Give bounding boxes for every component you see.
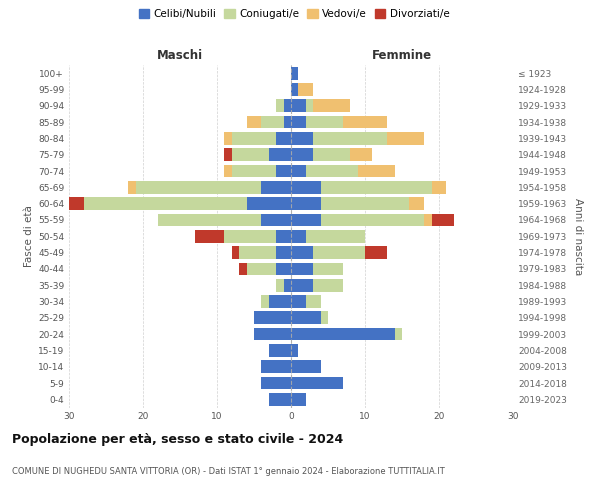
Bar: [291, 83, 298, 96]
Text: Femmine: Femmine: [372, 48, 432, 62]
Bar: [306, 230, 365, 242]
Bar: [262, 295, 269, 308]
Bar: [291, 393, 306, 406]
Bar: [247, 198, 291, 210]
Bar: [313, 279, 343, 291]
Bar: [320, 312, 328, 324]
Bar: [320, 181, 431, 194]
Bar: [358, 164, 395, 177]
Bar: [395, 328, 402, 340]
Bar: [291, 312, 320, 324]
Bar: [269, 344, 291, 357]
Bar: [431, 214, 454, 226]
Bar: [195, 230, 224, 242]
Bar: [313, 148, 350, 161]
Bar: [387, 132, 424, 145]
Bar: [224, 132, 232, 145]
Bar: [291, 279, 313, 291]
Bar: [291, 116, 306, 128]
Bar: [291, 148, 313, 161]
Bar: [239, 246, 276, 259]
Bar: [276, 246, 291, 259]
Bar: [431, 181, 446, 194]
Bar: [306, 100, 313, 112]
Bar: [276, 132, 291, 145]
Bar: [313, 100, 350, 112]
Bar: [224, 164, 232, 177]
Text: Maschi: Maschi: [157, 48, 203, 62]
Bar: [291, 164, 306, 177]
Bar: [262, 360, 291, 373]
Bar: [262, 181, 291, 194]
Bar: [247, 116, 262, 128]
Bar: [424, 214, 431, 226]
Bar: [232, 148, 269, 161]
Bar: [350, 148, 373, 161]
Bar: [232, 132, 276, 145]
Bar: [320, 214, 424, 226]
Bar: [291, 230, 306, 242]
Bar: [232, 246, 239, 259]
Bar: [320, 198, 409, 210]
Bar: [291, 246, 313, 259]
Bar: [239, 262, 247, 275]
Bar: [276, 100, 284, 112]
Bar: [313, 262, 343, 275]
Bar: [69, 198, 84, 210]
Bar: [284, 116, 291, 128]
Bar: [247, 262, 276, 275]
Bar: [291, 262, 313, 275]
Bar: [291, 100, 306, 112]
Bar: [269, 295, 291, 308]
Bar: [298, 83, 313, 96]
Bar: [284, 279, 291, 291]
Bar: [343, 116, 387, 128]
Bar: [291, 328, 395, 340]
Text: Popolazione per età, sesso e stato civile - 2024: Popolazione per età, sesso e stato civil…: [12, 432, 343, 446]
Bar: [365, 246, 387, 259]
Bar: [291, 295, 306, 308]
Bar: [291, 181, 320, 194]
Bar: [262, 376, 291, 390]
Bar: [254, 328, 291, 340]
Bar: [306, 295, 320, 308]
Bar: [291, 214, 320, 226]
Bar: [313, 246, 365, 259]
Bar: [284, 100, 291, 112]
Bar: [276, 262, 291, 275]
Bar: [291, 344, 298, 357]
Y-axis label: Fasce di età: Fasce di età: [24, 206, 34, 267]
Bar: [291, 132, 313, 145]
Bar: [291, 67, 298, 80]
Bar: [224, 230, 276, 242]
Bar: [313, 132, 387, 145]
Y-axis label: Anni di nascita: Anni di nascita: [572, 198, 583, 275]
Bar: [306, 116, 343, 128]
Bar: [158, 214, 262, 226]
Bar: [224, 148, 232, 161]
Bar: [276, 279, 284, 291]
Bar: [128, 181, 136, 194]
Legend: Celibi/Nubili, Coniugati/e, Vedovi/e, Divorziati/e: Celibi/Nubili, Coniugati/e, Vedovi/e, Di…: [134, 5, 454, 24]
Bar: [254, 312, 291, 324]
Bar: [276, 230, 291, 242]
Bar: [291, 376, 343, 390]
Bar: [269, 393, 291, 406]
Text: COMUNE DI NUGHEDU SANTA VITTORIA (OR) - Dati ISTAT 1° gennaio 2024 - Elaborazion: COMUNE DI NUGHEDU SANTA VITTORIA (OR) - …: [12, 468, 445, 476]
Bar: [269, 148, 291, 161]
Bar: [84, 198, 247, 210]
Bar: [306, 164, 358, 177]
Bar: [409, 198, 424, 210]
Bar: [291, 360, 320, 373]
Bar: [291, 198, 320, 210]
Bar: [262, 116, 284, 128]
Bar: [136, 181, 262, 194]
Bar: [276, 164, 291, 177]
Bar: [232, 164, 276, 177]
Bar: [262, 214, 291, 226]
